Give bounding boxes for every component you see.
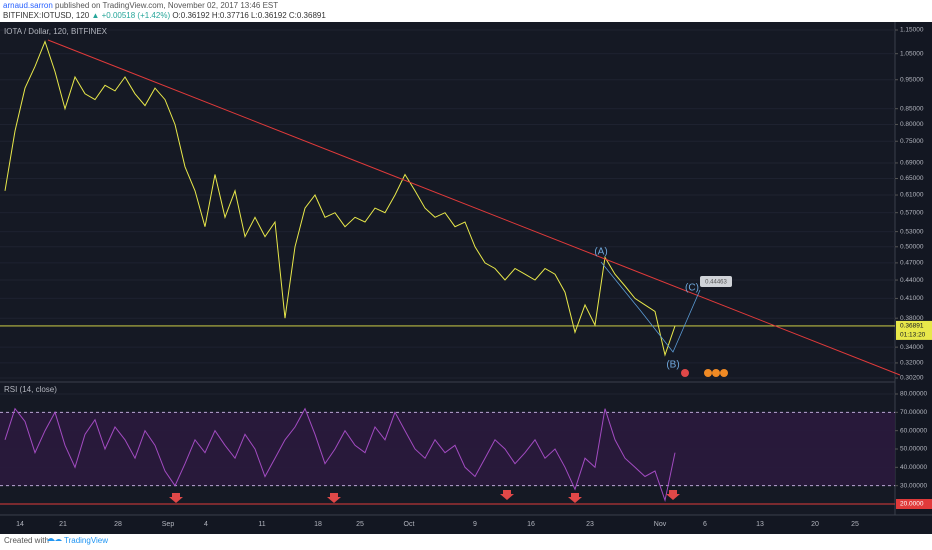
- marks: 0.36891 01:13:20 20.0000: [0, 40, 932, 509]
- y-tick-label: 0.30200: [900, 375, 924, 382]
- event-badge[interactable]: [712, 369, 720, 377]
- y-tick-label: 0.50000: [900, 243, 924, 250]
- x-tick-label: 21: [59, 521, 67, 528]
- x-tick-label: 11: [258, 521, 265, 528]
- header-line-1: arnaud.sarron published on TradingView.c…: [3, 1, 278, 10]
- x-tick-label: 14: [16, 521, 24, 528]
- y-tick-label: 30.00000: [900, 482, 927, 489]
- y-tick-label: 1.15000: [900, 27, 924, 34]
- x-tick-label: Sep: [162, 521, 175, 528]
- signal-arrows: [169, 490, 680, 503]
- y-tick-label: 0.38000: [900, 315, 924, 322]
- x-tick-label: Nov: [654, 521, 667, 528]
- y-tick-label: 0.80000: [900, 121, 924, 128]
- change: ▲ +0.00518 (+1.42%): [89, 11, 170, 20]
- x-tick-label: Oct: [404, 521, 415, 528]
- arrow: [568, 493, 582, 503]
- x-tick-label: 18: [314, 521, 322, 528]
- trendline: [47, 39, 901, 376]
- footer-brand[interactable]: TradingView: [64, 536, 108, 545]
- y-tick-label: 70.00000: [900, 409, 927, 416]
- y-tick-label: 60.00000: [900, 427, 927, 434]
- x-tick-label: 25: [356, 521, 364, 528]
- price-label: 0.36891: [900, 323, 924, 330]
- y-tick-label: 0.85000: [900, 105, 924, 112]
- rsi-legend: RSI (14, close): [4, 385, 57, 394]
- x-tick-label: 23: [586, 521, 594, 528]
- x-tick-label: 9: [473, 521, 477, 528]
- author[interactable]: arnaud.sarron: [3, 1, 53, 10]
- y-tick-label: 0.32000: [900, 360, 924, 367]
- price-legend: IOTA / Dollar, 120, BITFINEX: [4, 27, 108, 36]
- y-tick-label: 0.61000: [900, 192, 924, 199]
- event-badge[interactable]: [704, 369, 712, 377]
- event-badge[interactable]: [720, 369, 728, 377]
- x-tick-label: 6: [703, 521, 707, 528]
- symbol: BITFINEX:IOTUSD, 120: [3, 11, 90, 20]
- y-tick-label: 50.00000: [900, 446, 927, 453]
- ohlc: O:0.36192 H:0.37716 L:0.36192 C:0.36891: [170, 11, 326, 20]
- y-tick-label: 0.57000: [900, 209, 924, 216]
- price-note-bg: [700, 276, 732, 287]
- wave-label: (A): [594, 247, 607, 258]
- wave-lines: [600, 261, 701, 353]
- arrow: [327, 493, 341, 503]
- arrow: [169, 493, 183, 503]
- wave-label: (B): [666, 360, 679, 371]
- y-tick-label: 0.44000: [900, 277, 924, 284]
- y-tick-label: 0.95000: [900, 76, 924, 83]
- y-tick-label: 0.34000: [900, 344, 924, 351]
- rsi-line: [4, 407, 676, 503]
- arrow: [500, 490, 514, 500]
- level-label-bg: [896, 499, 932, 509]
- y-tick-label: 0.75000: [900, 138, 924, 145]
- published: published on TradingView.com, November 0…: [53, 1, 278, 10]
- x-tick-label: 25: [851, 521, 859, 528]
- y-tick-label: 80.00000: [900, 391, 927, 398]
- event-badge[interactable]: [681, 369, 689, 377]
- header-line-2: BITFINEX:IOTUSD, 120 ▲ +0.00518 (+1.42%)…: [3, 11, 326, 20]
- logo: [47, 538, 62, 541]
- x-tick-label: 4: [204, 521, 208, 528]
- x-tick-label: 16: [527, 521, 535, 528]
- wave-label: (C): [685, 283, 699, 294]
- price-note: 0.44463: [705, 280, 727, 286]
- arrow: [666, 490, 680, 500]
- grid: 1.15000 1.05000 0.95000 0.85000 0.80000 0.750…: [0, 27, 927, 528]
- x-tick-label: 28: [114, 521, 122, 528]
- y-tick-label: 0.53000: [900, 228, 924, 235]
- countdown: 01:13:20: [900, 332, 926, 339]
- y-tick-label: 40.00000: [900, 464, 927, 471]
- y-tick-label: 0.41000: [900, 295, 924, 302]
- x-tick-label: 13: [756, 521, 764, 528]
- rsi-band: [0, 412, 895, 486]
- price-line-series: [4, 40, 676, 357]
- y-tick-label: 0.47000: [900, 260, 924, 267]
- y-tick-label: 0.69000: [900, 160, 924, 167]
- footer-created: Created with: [4, 536, 49, 545]
- y-tick-label: 0.65000: [900, 175, 924, 182]
- x-tick-label: 20: [811, 521, 819, 528]
- level-label: 20.0000: [900, 501, 924, 508]
- price-label-bg: [896, 320, 932, 340]
- y-tick-label: 1.05000: [900, 50, 924, 57]
